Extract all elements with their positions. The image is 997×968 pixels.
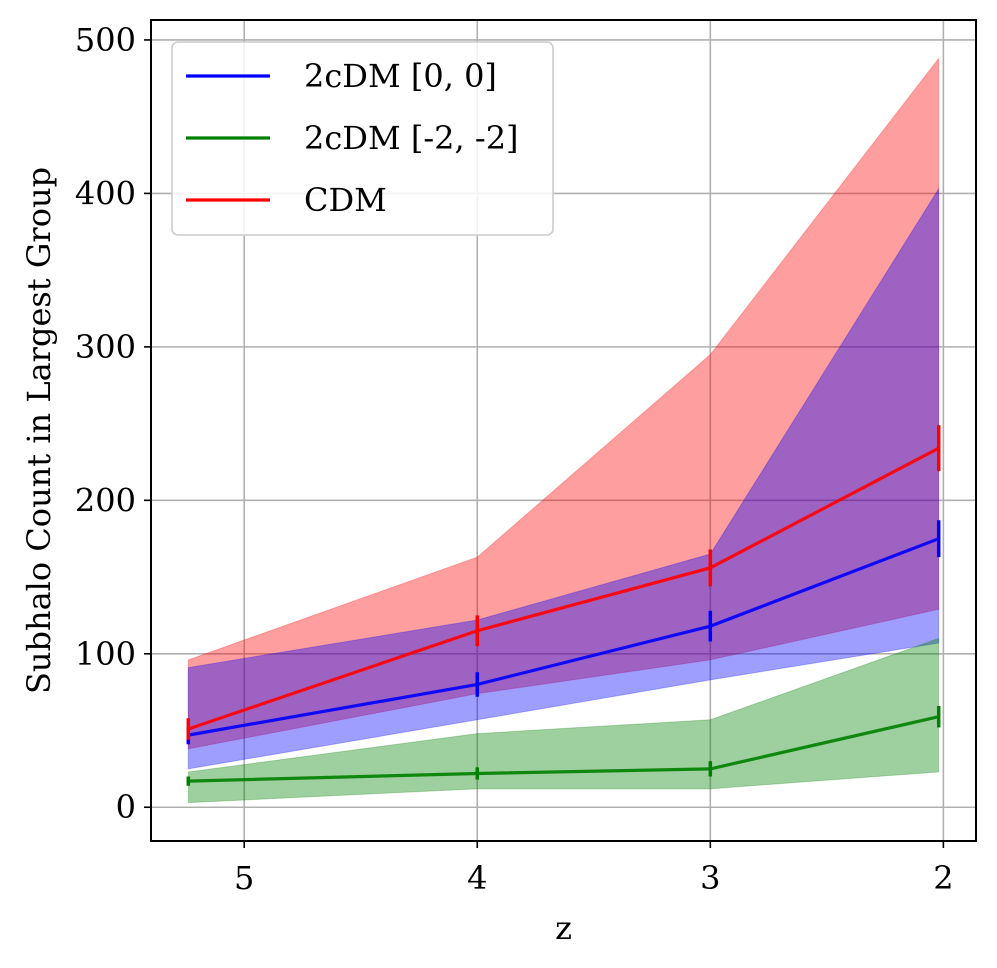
y-tick-label: 100	[75, 635, 136, 673]
legend-label-2cdm-2-2: 2cDM [-2, -2]	[304, 119, 519, 157]
y-axis-label: Subhalo Count in Largest Group	[20, 167, 58, 694]
x-tick-label: 3	[700, 859, 720, 897]
band-2cdm-0-0	[187, 187, 940, 770]
x-tick-label: 4	[467, 859, 487, 897]
series-lines	[187, 446, 940, 783]
x-tick-label: 5	[234, 859, 254, 897]
legend: 2cDM [0, 0] 2cDM [-2, -2] CDM	[171, 41, 554, 236]
legend-label-cdm: CDM	[304, 181, 387, 219]
error-bars	[186, 425, 941, 786]
line-2cdm-0-0	[188, 537, 940, 737]
band-2cdm-2-2	[187, 637, 940, 804]
x-tick-label: 2	[933, 859, 953, 897]
y-tick-label: 300	[75, 328, 136, 366]
y-tick-label: 0	[116, 788, 136, 826]
legend-box	[171, 41, 554, 236]
y-tick-label: 400	[75, 174, 136, 212]
legend-label-2cdm-0-0: 2cDM [0, 0]	[304, 57, 497, 95]
line-2cdm-2-2	[188, 715, 940, 783]
line-cdm	[187, 446, 940, 731]
plot-frame	[150, 19, 977, 842]
y-tick-label: 200	[75, 481, 136, 519]
band-cdm	[187, 56, 940, 750]
confidence-bands	[187, 56, 940, 804]
axis-ticks: 5 4 3 2 0 100 200 300 400 500	[75, 21, 954, 897]
y-tick-label: 500	[75, 21, 136, 59]
x-axis-label: z	[555, 909, 572, 947]
